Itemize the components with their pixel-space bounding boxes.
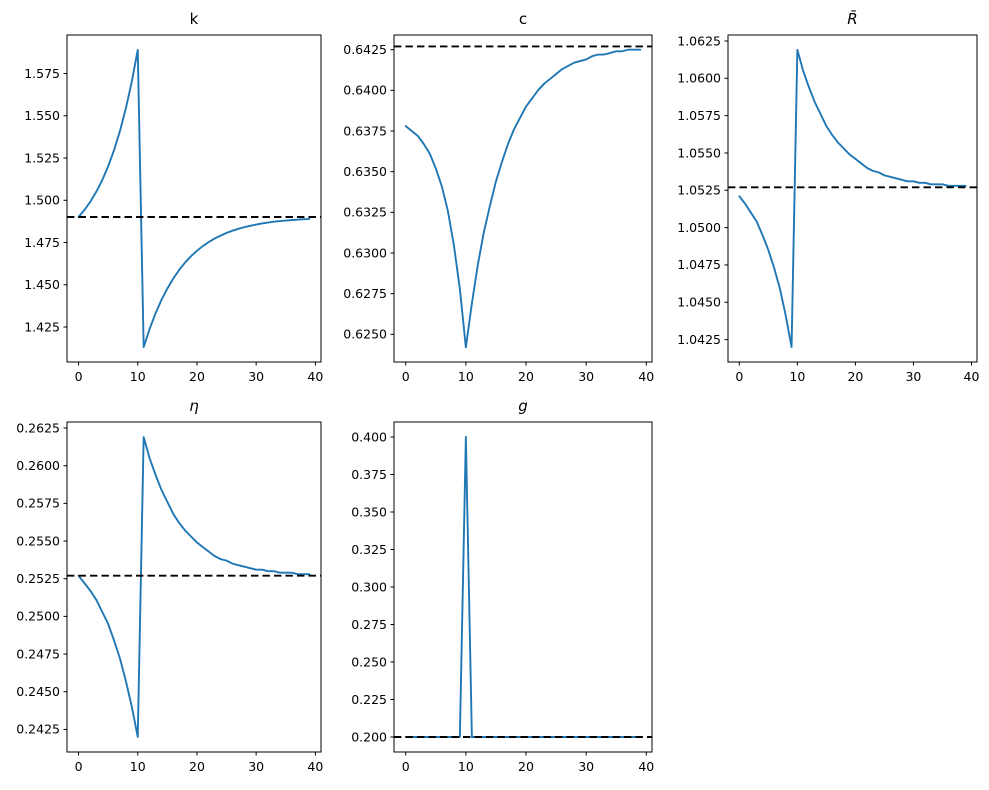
x-tick-label: 40 (964, 369, 980, 384)
y-tick-label: 1.0525 (677, 183, 721, 198)
x-tick-label: 0 (75, 759, 83, 774)
y-tick-label: 0.6275 (343, 286, 387, 301)
x-tick-label: 0 (402, 759, 410, 774)
subplot-eta-plot: 0.2425 0.2450 0.2475 0.2500 0.2525 0.2550 0.25… (16, 420, 323, 774)
series-line (77, 436, 311, 738)
x-tick-label: 0 (402, 369, 410, 384)
x-tick-label: 10 (458, 369, 474, 384)
plot-border (393, 34, 653, 363)
y-tick-label: 0.6425 (343, 42, 387, 57)
y-tick-label: 0.350 (351, 504, 387, 519)
y-tick-label: 0.275 (351, 617, 387, 632)
plot-border (66, 421, 322, 753)
x-tick-label: 10 (458, 759, 474, 774)
x-tick-label: 10 (789, 369, 805, 384)
x-tick-label: 30 (905, 369, 921, 384)
y-tick-label: 0.300 (351, 579, 387, 594)
y-tick-label: 1.425 (24, 319, 60, 334)
y-tick-label: 1.475 (24, 235, 60, 250)
y-tick-label: 0.2475 (16, 646, 60, 661)
y-tick-label: 0.6250 (343, 327, 387, 342)
x-tick-label: 20 (518, 369, 534, 384)
y-tick-label: 1.550 (24, 108, 60, 123)
subplot-c-plot: 0.6250 0.6275 0.6300 0.6325 0.6350 0.6375 0.64… (343, 34, 654, 384)
y-tick-label: 0.6350 (343, 164, 387, 179)
x-tick-label: 40 (307, 369, 323, 384)
y-tick-label: 0.2525 (16, 571, 60, 586)
y-tick-label: 1.0550 (677, 145, 721, 160)
subplot-g-plot: 0.200 0.225 0.250 0.275 0.300 0.325 0.350 0.375… (351, 421, 654, 774)
y-tick-label: 1.0600 (677, 71, 721, 86)
y-tick-label: 1.0625 (677, 33, 721, 48)
x-tick-label: 30 (248, 369, 264, 384)
x-axis: 0 10 20 30 40 (735, 362, 979, 384)
y-axis: 1.0425 1.0450 1.0475 1.0500 1.0525 1.0550 1.05… (677, 33, 728, 347)
y-tick-label: 0.200 (351, 729, 387, 744)
y-tick-label: 0.250 (351, 654, 387, 669)
y-tick-label: 1.0500 (677, 220, 721, 235)
series-line (77, 48, 311, 349)
x-axis: 0 10 20 30 40 (75, 362, 323, 384)
y-tick-label: 1.575 (24, 66, 60, 81)
x-tick-label: 10 (130, 759, 146, 774)
subplot-title-k: k (189, 10, 199, 28)
x-tick-label: 10 (130, 369, 146, 384)
x-tick-label: 20 (847, 369, 863, 384)
y-tick-label: 0.2625 (16, 420, 60, 435)
y-tick-label: 0.225 (351, 692, 387, 707)
plot-border (727, 34, 978, 363)
subplot-title-rbar: R̄ (847, 10, 858, 28)
subplot-rbar-plot: 1.0425 1.0450 1.0475 1.0500 1.0525 1.0550 1.05… (677, 33, 979, 384)
subplot-title-eta: η (189, 397, 199, 415)
x-tick-label: 30 (578, 369, 594, 384)
y-tick-label: 1.0450 (677, 295, 721, 310)
y-tick-label: 1.0475 (677, 257, 721, 272)
y-tick-label: 0.2450 (16, 684, 60, 699)
y-axis: 1.425 1.450 1.475 1.500 1.525 1.550 1.575 (24, 66, 67, 334)
x-tick-label: 20 (189, 369, 205, 384)
y-axis: 0.2425 0.2450 0.2475 0.2500 0.2525 0.2550 0.25… (16, 420, 67, 737)
y-tick-label: 1.0575 (677, 108, 721, 123)
y-tick-label: 0.375 (351, 467, 387, 482)
y-tick-label: 0.400 (351, 429, 387, 444)
subplot-title-c: c (518, 10, 528, 28)
y-tick-label: 1.0425 (677, 332, 721, 347)
y-tick-label: 0.325 (351, 542, 387, 557)
x-tick-label: 40 (307, 759, 323, 774)
x-tick-label: 40 (638, 759, 654, 774)
y-tick-label: 0.2425 (16, 722, 60, 737)
y-axis: 0.6250 0.6275 0.6300 0.6325 0.6350 0.6375 0.64… (343, 42, 394, 342)
x-tick-label: 30 (248, 759, 264, 774)
y-tick-label: 0.2600 (16, 458, 60, 473)
x-axis: 0 10 20 30 40 (75, 752, 323, 774)
series-line (404, 48, 642, 349)
y-tick-label: 1.450 (24, 277, 60, 292)
y-tick-label: 0.6400 (343, 83, 387, 98)
y-tick-label: 0.2575 (16, 496, 60, 511)
subplot-title-g: g (518, 397, 528, 415)
y-tick-label: 0.2500 (16, 609, 60, 624)
x-tick-label: 0 (75, 369, 83, 384)
x-tick-label: 0 (735, 369, 743, 384)
subplot-k-plot: 1.425 1.450 1.475 1.500 1.525 1.550 1.575 0 10 20… (24, 34, 323, 384)
x-axis: 0 10 20 30 40 (402, 362, 654, 384)
y-tick-label: 0.6300 (343, 245, 387, 260)
y-tick-label: 1.500 (24, 193, 60, 208)
plot-border (393, 421, 653, 753)
y-tick-label: 0.2550 (16, 533, 60, 548)
x-axis: 0 10 20 30 40 (402, 752, 654, 774)
x-tick-label: 30 (578, 759, 594, 774)
y-tick-label: 0.6375 (343, 123, 387, 138)
y-tick-label: 1.525 (24, 150, 60, 165)
x-tick-label: 40 (638, 369, 654, 384)
x-tick-label: 20 (518, 759, 534, 774)
series-line (404, 436, 642, 738)
y-tick-label: 0.6325 (343, 205, 387, 220)
y-axis: 0.200 0.225 0.250 0.275 0.300 0.325 0.350 0.375… (351, 429, 394, 744)
series-line (738, 48, 967, 349)
x-tick-label: 20 (189, 759, 205, 774)
plot-border (66, 34, 322, 363)
